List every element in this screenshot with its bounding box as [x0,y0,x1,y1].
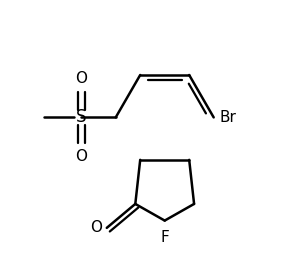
Text: Br: Br [220,110,236,125]
Text: O: O [75,71,87,86]
Text: F: F [160,230,169,245]
Text: O: O [90,220,102,235]
Text: O: O [75,149,87,164]
Text: S: S [76,108,87,127]
